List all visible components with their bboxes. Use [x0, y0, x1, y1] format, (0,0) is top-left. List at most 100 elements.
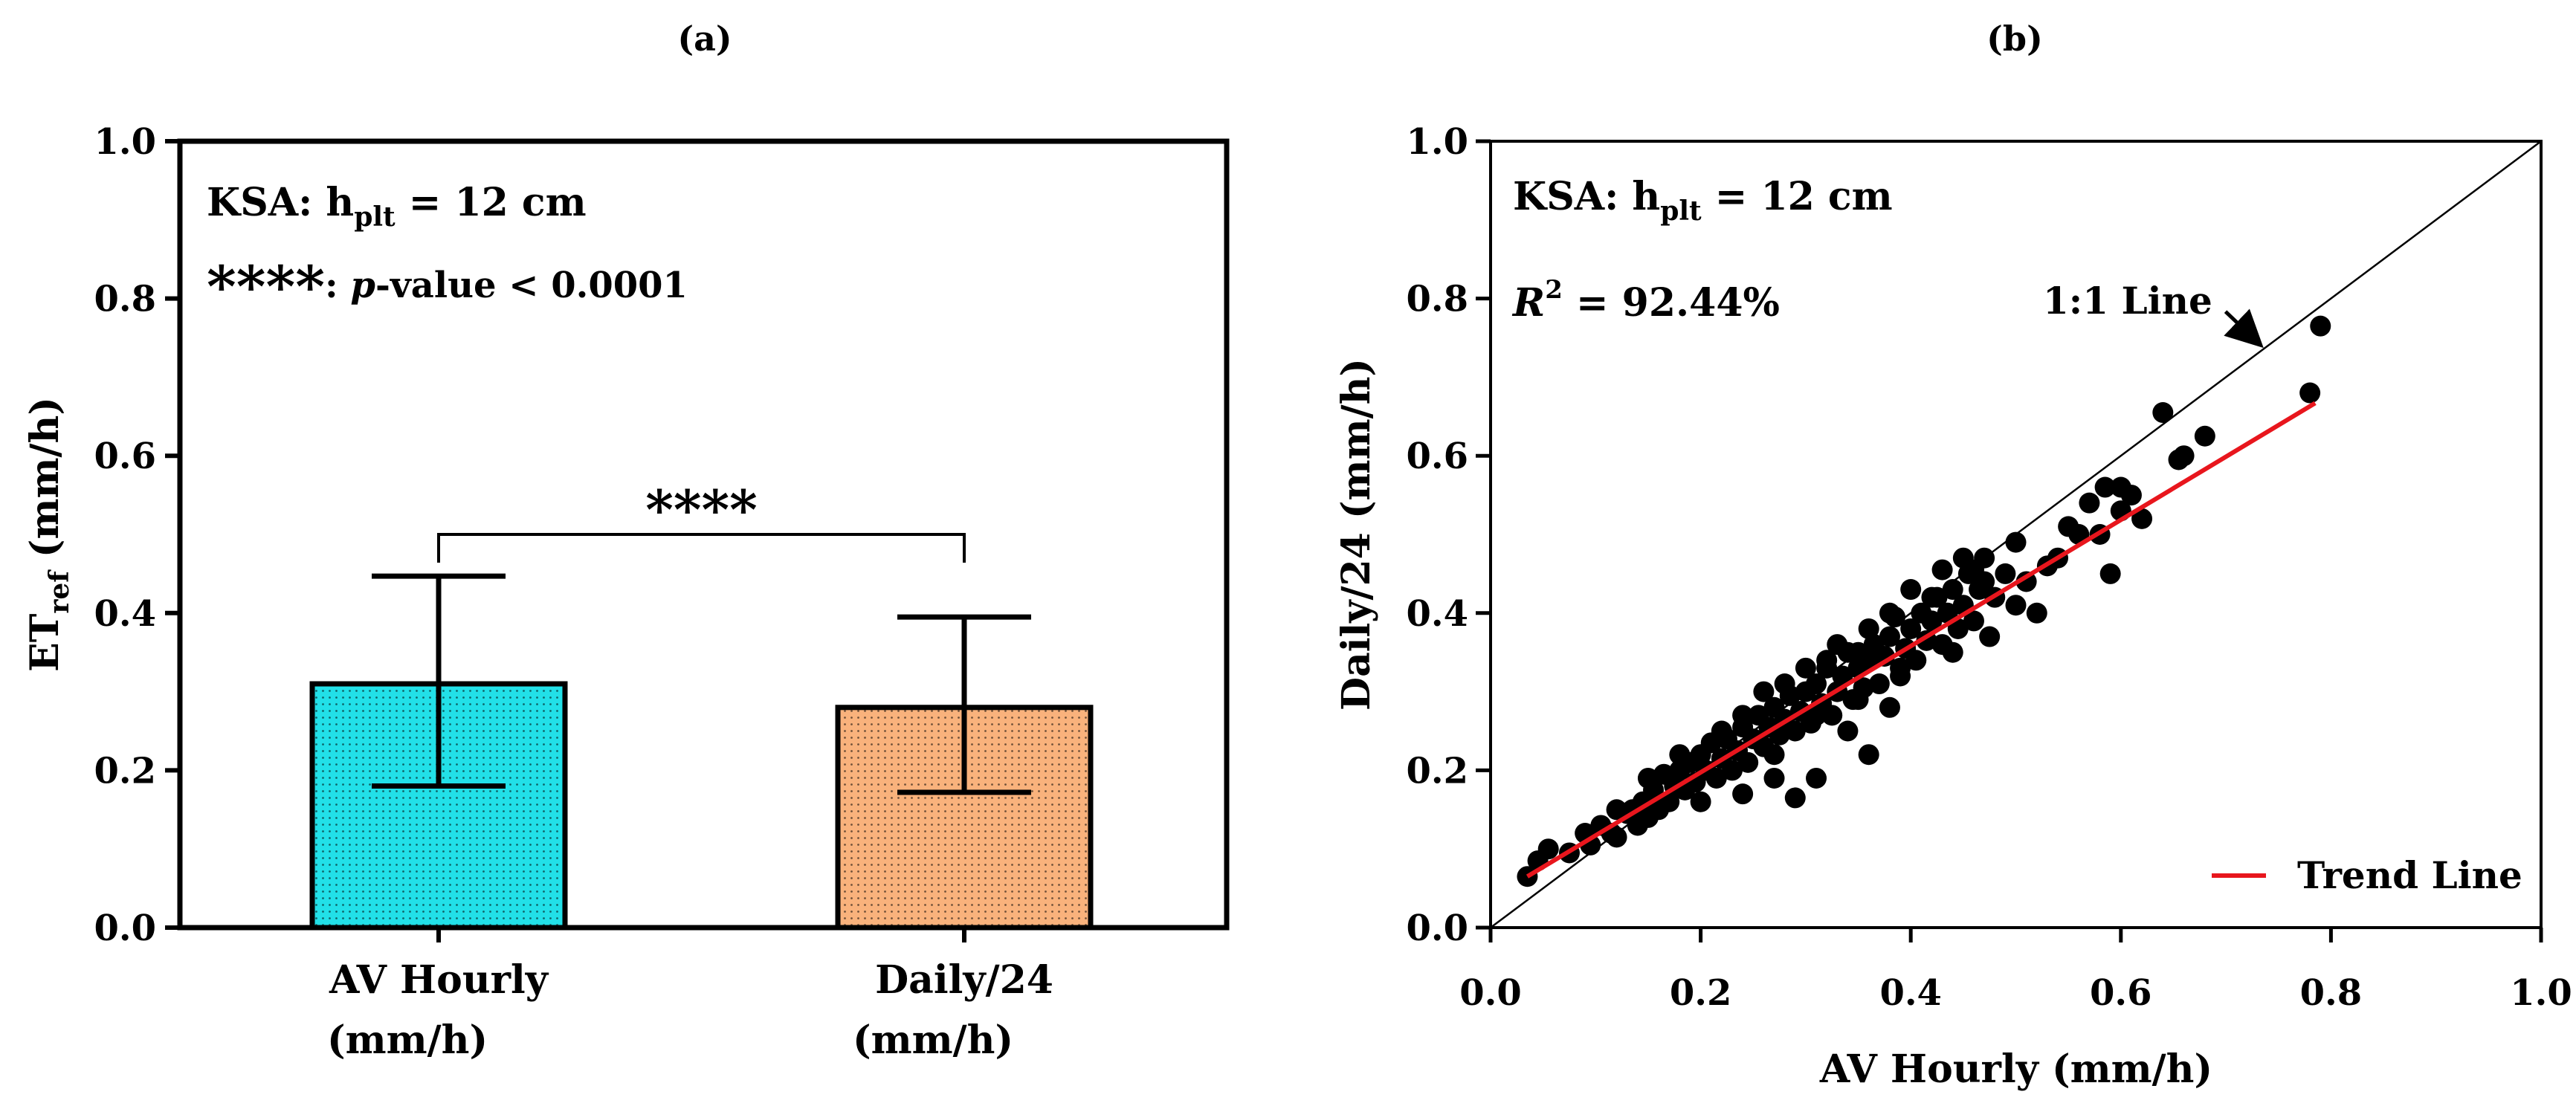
y-tick-label: 0.2 — [94, 750, 156, 792]
site-rest: = 12 cm — [1702, 174, 1893, 219]
x-category-label: Daily/24 — [875, 957, 1053, 1003]
y-tick-label: 0.4 — [1406, 593, 1468, 635]
x-tick-label: 0.4 — [1879, 972, 1942, 1014]
panel-a: (a) 0.0 0.2 0.4 0.6 0.8 1.0 ETref (mm/h) KSA:… — [22, 19, 1230, 1063]
site-sub: plt — [1660, 195, 1702, 227]
y-tick-label: 0.0 — [1406, 908, 1468, 949]
site-sub: plt — [354, 201, 396, 233]
scatter-point — [1763, 767, 1785, 789]
panel-a-y-axis: 0.0 0.2 0.4 0.6 0.8 1.0 — [94, 121, 180, 949]
panel-b-y-axis-label: Daily/24 (mm/h) — [1334, 358, 1379, 711]
x-tick-label: 0.0 — [1459, 972, 1522, 1014]
scatter-point — [1816, 650, 1838, 671]
scatter-point — [1806, 767, 1827, 789]
scatter-point — [1705, 767, 1727, 789]
scatter-point — [2131, 508, 2153, 529]
scatter-point — [2015, 571, 2037, 592]
scatter-point — [2079, 492, 2100, 514]
scatter-point — [1979, 626, 2001, 647]
scatter-point — [1947, 618, 1969, 639]
x-tick-label: 0.6 — [2090, 972, 2152, 1014]
scatter-point — [1795, 657, 1816, 679]
x-category-label: AV Hourly — [329, 957, 549, 1003]
sig-rest: -value < 0.0001 — [375, 265, 688, 306]
trend-line — [1526, 401, 2317, 879]
panel-a-significance-annotation: ****: p-value < 0.0001 — [207, 253, 688, 320]
panel-b: (b) 0.0 0.2 0.4 0.6 0.8 1.0 0.0 0.2 0.4 0.6 0.8 1.… — [1334, 19, 2572, 1092]
panel-b-plot-frame — [1489, 140, 2543, 929]
scatter-point — [1942, 579, 1963, 601]
y-tick-label: 0.6 — [94, 436, 156, 477]
scatter-point — [1873, 645, 1895, 667]
scatter-point — [1905, 650, 1927, 671]
scatter-point — [2310, 315, 2331, 337]
scatter-point — [1879, 602, 1900, 624]
scatter-point — [1732, 705, 1754, 726]
site-main: KSA: h — [207, 180, 354, 225]
y-label-main: ET — [22, 613, 68, 672]
scatter-point — [1806, 705, 1827, 726]
scatter-point — [2194, 425, 2215, 447]
scatter-point — [1690, 791, 1711, 812]
scatter-point — [1737, 751, 1759, 773]
scatter-point — [1858, 618, 1879, 639]
panel-a-y-axis-label: ETref (mm/h) — [22, 397, 75, 672]
y-label-unit: (mm/h) — [22, 397, 68, 571]
scatter-point — [1879, 696, 1900, 718]
scatter-point — [1711, 720, 1732, 742]
scatter-point — [1784, 787, 1806, 809]
y-tick-label: 0.4 — [94, 593, 156, 635]
scatter-point — [1806, 673, 1827, 695]
y-tick-label: 0.8 — [94, 279, 156, 320]
scatter-point — [1942, 641, 1963, 663]
scatter-point — [1900, 579, 1922, 601]
scatter-point — [2005, 595, 2027, 616]
r2-rest: = 92.44% — [1563, 280, 1780, 326]
panel-b-scatter-points — [1517, 315, 2331, 887]
scatter-point — [1606, 827, 1627, 848]
scatter-point — [1974, 547, 1995, 569]
scatter-point — [1637, 767, 1659, 789]
scatter-point — [1879, 626, 1900, 647]
sig-stars: **** — [207, 253, 325, 320]
scatter-point — [2026, 602, 2047, 624]
panel-a-x-axis: AV Hourly (mm/h) Daily/24 (mm/h) — [327, 928, 1053, 1063]
scatter-point — [1732, 783, 1754, 805]
scatter-point — [1821, 705, 1843, 726]
scatter-point — [1890, 665, 1911, 687]
scatter-point — [1921, 586, 1943, 608]
y-tick-label: 0.6 — [1406, 436, 1468, 477]
scatter-point — [1827, 634, 1848, 656]
x-tick-label: 1.0 — [2510, 972, 2572, 1014]
site-rest: = 12 cm — [396, 180, 587, 225]
sig-p: p — [350, 265, 375, 306]
scatter-point — [2173, 445, 2195, 467]
y-tick-label: 0.0 — [94, 908, 156, 949]
panel-b-site-annotation: KSA: hplt = 12 cm — [1513, 174, 1893, 227]
scatter-point — [1931, 559, 1953, 581]
y-tick-label: 1.0 — [94, 121, 156, 163]
panel-b-x-axis-label: AV Hourly (mm/h) — [1819, 1047, 2212, 1092]
bracket-label: **** — [645, 478, 758, 541]
scatter-point — [1784, 720, 1806, 742]
panel-a-plot-frame — [177, 138, 1230, 931]
panel-b-x-axis: 0.0 0.2 0.4 0.6 0.8 1.0 — [1459, 928, 2572, 1014]
scatter-point — [1858, 744, 1879, 766]
scatter-point — [1721, 760, 1743, 781]
scatter-point — [1868, 673, 1890, 695]
y-tick-label: 1.0 — [1406, 121, 1468, 163]
scatter-point — [1669, 744, 1691, 766]
scatter-point — [1900, 618, 1922, 639]
scatter-point — [1606, 799, 1627, 821]
scatter-point — [1837, 720, 1859, 742]
scatter-point — [1763, 744, 1785, 766]
sig-colon: : — [325, 265, 350, 306]
scatter-point — [1963, 610, 1984, 632]
scatter-point — [2120, 485, 2142, 506]
y-tick-label: 0.8 — [1406, 279, 1468, 320]
panel-a-site-annotation: KSA: hplt = 12 cm — [207, 180, 587, 233]
r2-r: R — [1511, 280, 1545, 326]
scatter-point — [1995, 563, 2016, 584]
scatter-point — [1847, 641, 1869, 663]
x-tick-label: 0.8 — [2300, 972, 2363, 1014]
